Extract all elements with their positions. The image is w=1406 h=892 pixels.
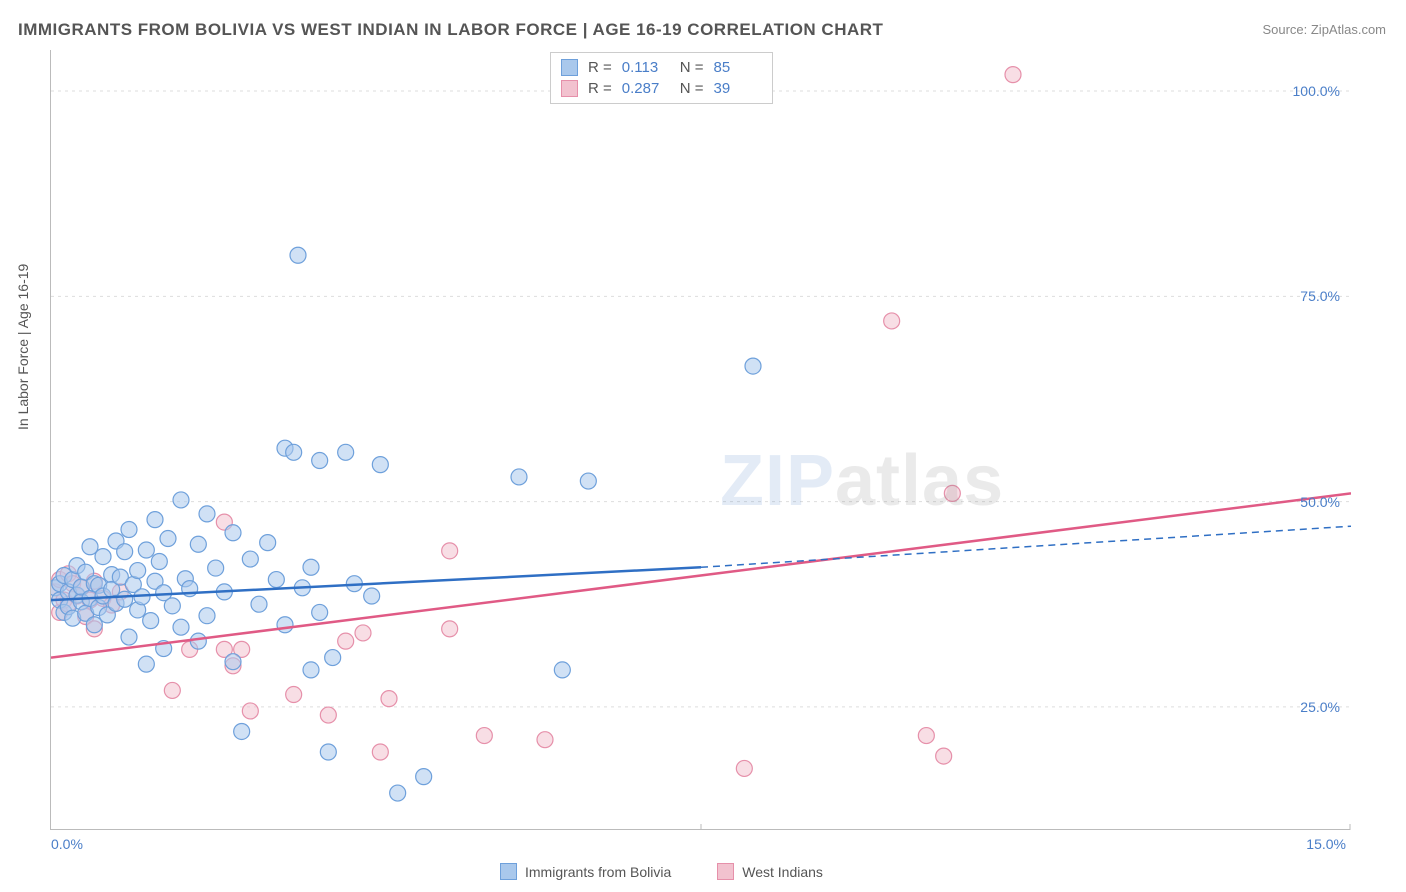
y-axis-label: In Labor Force | Age 16-19	[15, 264, 31, 430]
legend-r-label: R =	[588, 59, 612, 76]
legend-swatch	[561, 59, 578, 76]
y-tick-label: 25.0%	[1300, 699, 1340, 715]
legend-swatch	[561, 80, 578, 97]
legend-n-value: 85	[714, 59, 762, 76]
legend-row: R = 0.287 N = 39	[561, 78, 762, 99]
x-axis-legend: Immigrants from Bolivia West Indians	[500, 863, 823, 880]
y-tick-label: 75.0%	[1300, 288, 1340, 304]
legend-r-value: 0.113	[622, 59, 670, 76]
y-tick-label: 100.0%	[1293, 83, 1340, 99]
scatter-svg	[51, 50, 1351, 830]
legend-n-label: N =	[680, 80, 704, 97]
legend-n-value: 39	[714, 80, 762, 97]
y-tick-label: 50.0%	[1300, 494, 1340, 510]
legend-row: R = 0.113 N = 85	[561, 57, 762, 78]
legend-r-label: R =	[588, 80, 612, 97]
chart-plot-area: 25.0%50.0%75.0%100.0%0.0%15.0%	[50, 50, 1350, 830]
chart-title: IMMIGRANTS FROM BOLIVIA VS WEST INDIAN I…	[18, 20, 883, 40]
legend-swatch	[717, 863, 734, 880]
legend-n-label: N =	[680, 59, 704, 76]
source-attribution: Source: ZipAtlas.com	[1262, 22, 1386, 37]
legend-r-value: 0.287	[622, 80, 670, 97]
x-tick-label: 0.0%	[51, 836, 83, 852]
x-tick-label: 15.0%	[1306, 836, 1346, 852]
legend-label: West Indians	[742, 864, 823, 880]
regression-legend: R = 0.113 N = 85 R = 0.287 N = 39	[550, 52, 773, 104]
legend-swatch	[500, 863, 517, 880]
legend-label: Immigrants from Bolivia	[525, 864, 671, 880]
